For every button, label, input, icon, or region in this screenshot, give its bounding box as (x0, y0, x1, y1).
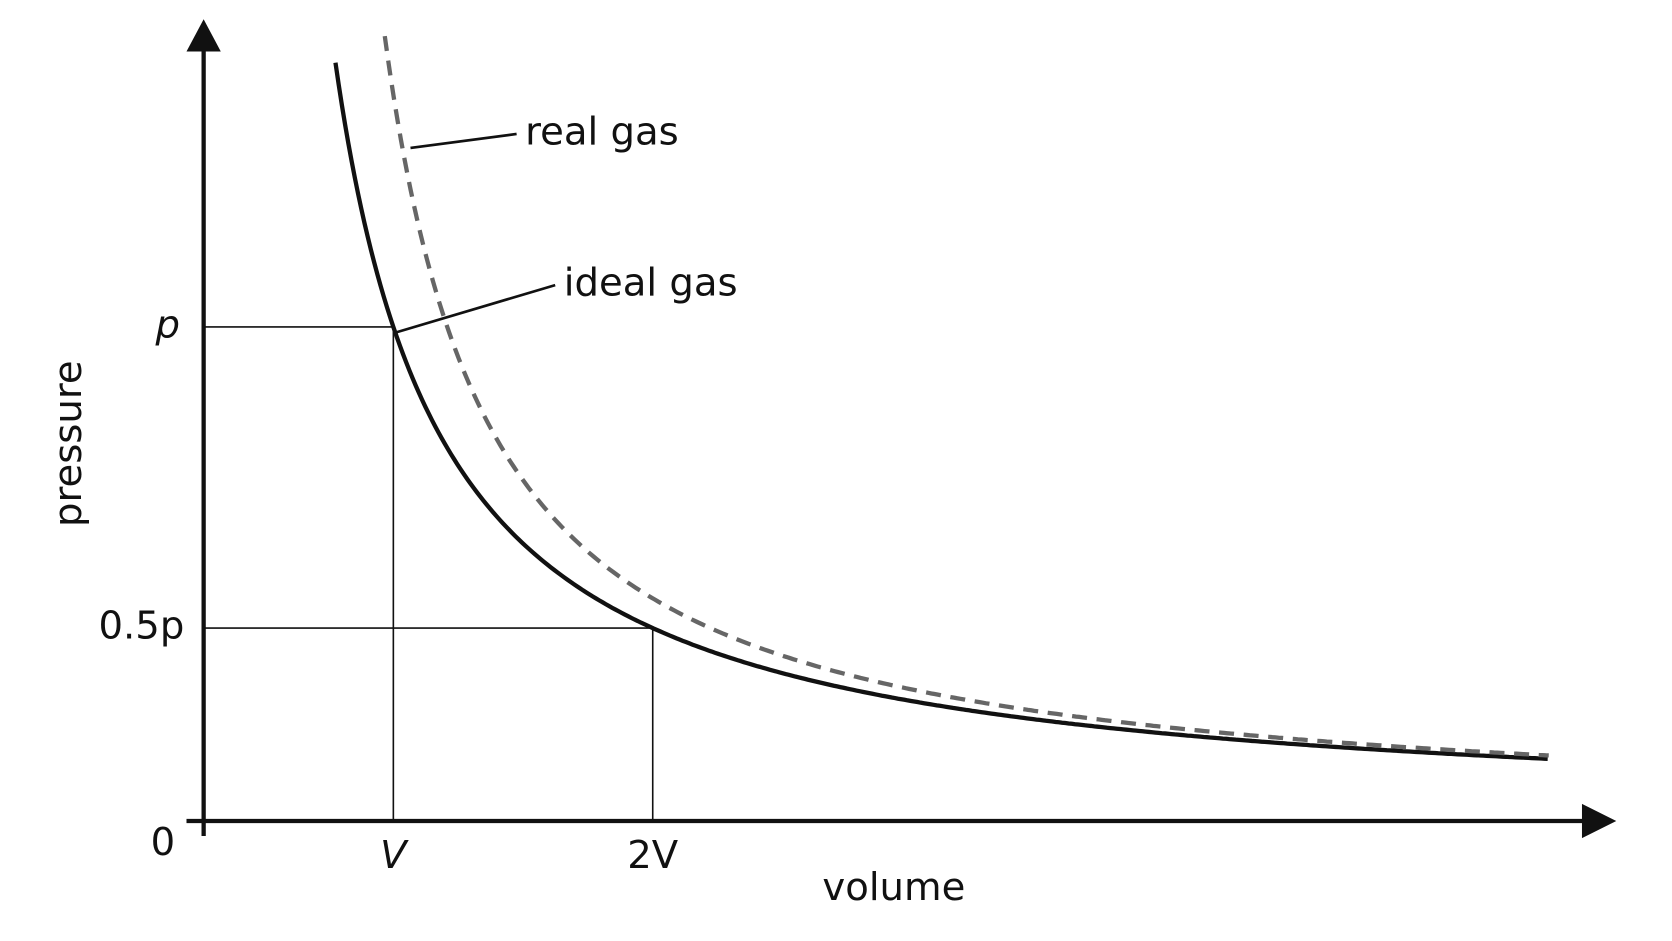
leader-line (396, 283, 556, 334)
curve-label: real gas (525, 109, 679, 154)
curve-label: ideal gas (564, 261, 738, 306)
x-tick-label: V (380, 833, 409, 878)
y-axis-label: pressure (46, 360, 91, 527)
y-tick-label: p (155, 302, 180, 347)
real-gas-curve (382, 35, 1549, 758)
leader-line (410, 132, 517, 150)
y-tick-label: 0.5p (99, 604, 185, 649)
diagram-body: real gas ideal gas p 0.5p 0 V 2V volume … (46, 19, 1617, 910)
ideal-gas-curve (333, 62, 1548, 761)
y-axis-arrow (186, 19, 221, 52)
x-axis-arrow (1581, 803, 1617, 839)
x-tick-label: 2V (627, 833, 679, 878)
x-axis-label: volume (822, 865, 965, 910)
origin-label: 0 (151, 820, 176, 865)
